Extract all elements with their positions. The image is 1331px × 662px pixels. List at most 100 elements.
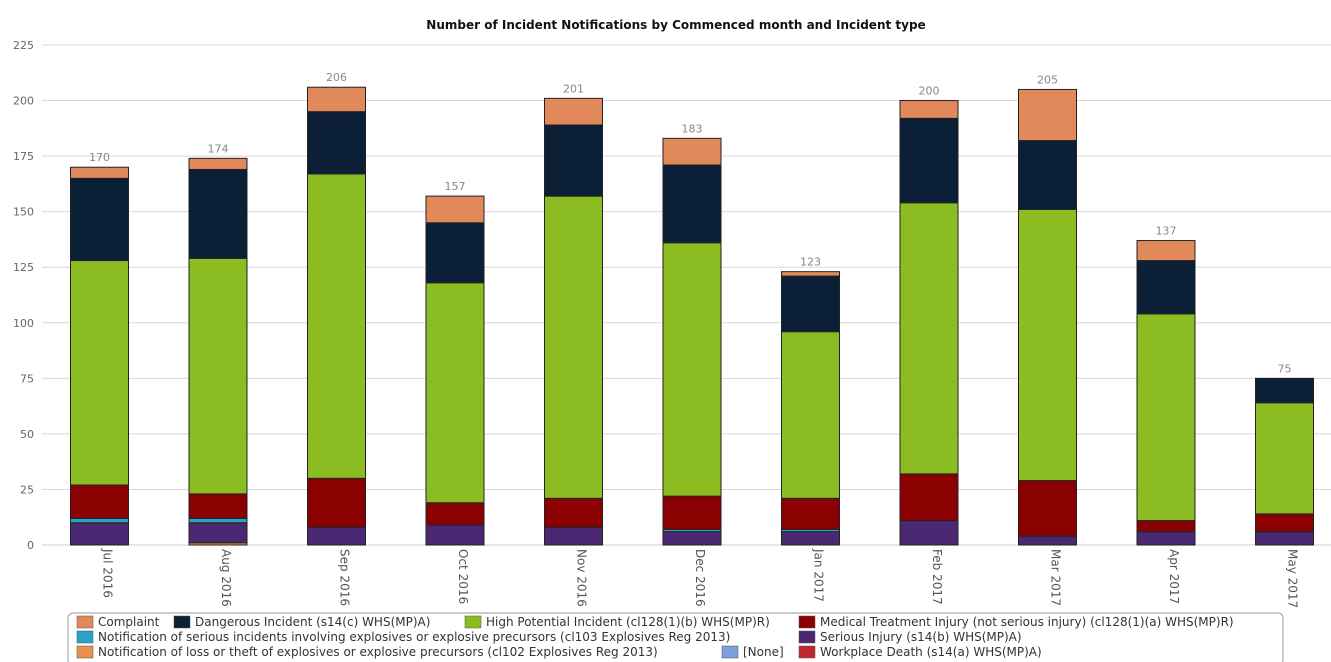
bar-segment <box>544 195 603 499</box>
legend-swatch <box>76 645 94 659</box>
x-tick-label: Feb 2017 <box>930 549 944 605</box>
y-tick-label: 100 <box>13 317 34 330</box>
bar-segment <box>307 477 366 528</box>
bar-total-label: 174 <box>208 142 229 155</box>
bar-segment <box>662 242 722 497</box>
legend-item-label: Notification of loss or theft of explosi… <box>98 645 658 659</box>
bar-segment <box>307 173 366 479</box>
y-tick-label: 150 <box>13 206 34 219</box>
x-tick-label: Dec 2016 <box>693 549 707 607</box>
x-tick-label: Aug 2016 <box>219 549 233 607</box>
legend-swatch <box>173 615 191 629</box>
bar-segment <box>781 497 840 530</box>
x-tick-label: Sep 2016 <box>338 549 352 606</box>
bar-segment <box>662 164 722 244</box>
bar-total-label: 157 <box>445 180 466 193</box>
y-tick-label: 25 <box>20 483 34 496</box>
legend-item-label: Medical Treatment Injury (not serious in… <box>820 615 1234 629</box>
bar-segment <box>662 531 722 546</box>
bar-segment <box>1136 531 1196 546</box>
legend-item-label: Notification of serious incidents involv… <box>98 630 730 644</box>
bar-total-label: 123 <box>800 256 821 269</box>
x-tick-label: Nov 2016 <box>575 549 589 607</box>
x-tick-label: May 2017 <box>1286 549 1300 608</box>
bar-segment <box>1255 377 1314 404</box>
bar-total-label: 183 <box>682 122 703 135</box>
legend-swatch <box>798 645 816 659</box>
legend-swatch <box>76 615 94 629</box>
bar-segment <box>899 100 959 119</box>
legend-item-label: Dangerous Incident (s14(c) WHS(MP)A) <box>195 615 430 629</box>
bar-segment <box>1018 88 1077 142</box>
bar-segment <box>1136 520 1196 533</box>
bar-segment <box>781 531 840 546</box>
x-tick-label: Jan 2017 <box>812 548 826 602</box>
legend-item-label: Complaint <box>98 615 160 629</box>
y-tick-label: 225 <box>13 39 34 52</box>
bar-segment <box>70 517 129 524</box>
bar-segment <box>781 275 840 333</box>
bar-total-label: 137 <box>1156 225 1177 238</box>
bar-segment <box>781 271 840 277</box>
bar-segment <box>781 331 840 499</box>
bar-segment <box>1018 480 1077 537</box>
bar-segment <box>70 166 129 179</box>
bar-segment <box>544 124 603 197</box>
bars-layer <box>70 86 1314 546</box>
labels-layer: 170 Jul 2016 174 Aug 2016 206 Sep 2016 157 Oct … <box>89 71 1300 608</box>
y-tick-label: 200 <box>13 95 34 108</box>
legend-swatch <box>798 630 816 644</box>
bar-segment <box>1136 240 1196 262</box>
bar-segment <box>188 257 248 495</box>
chart-title: Number of Incident Notifications by Comm… <box>426 18 925 32</box>
y-tick-label: 0 <box>27 539 34 552</box>
bar-total-label: 201 <box>563 82 584 95</box>
bar-segment <box>544 97 603 126</box>
legend-swatch <box>721 645 739 659</box>
legend-item-label: Workplace Death (s14(a) WHS(MP)A) <box>820 645 1042 659</box>
bar-segment <box>1136 313 1196 522</box>
bar-total-label: 200 <box>919 85 940 98</box>
y-tick-label: 175 <box>13 150 34 163</box>
bar-segment <box>70 522 129 546</box>
legend-swatch <box>798 615 816 629</box>
bar-segment <box>425 502 485 526</box>
bar-segment <box>1255 402 1314 515</box>
bar-segment <box>307 86 366 113</box>
bar-segment <box>425 524 485 546</box>
x-tick-label: Oct 2016 <box>456 549 470 604</box>
bar-segment <box>544 497 603 528</box>
bar-segment <box>188 522 248 544</box>
bar-segment <box>307 111 366 175</box>
legend-swatch <box>464 615 482 629</box>
bar-segment <box>899 473 959 522</box>
legend: Complaint Dangerous Incident (s14(c) WHS(… <box>67 612 1284 662</box>
bar-segment <box>1018 140 1077 210</box>
bar-total-label: 75 <box>1278 362 1292 375</box>
bar-segment <box>425 222 485 284</box>
bar-total-label: 206 <box>326 71 347 84</box>
bar-segment <box>425 282 485 504</box>
y-tick-label: 50 <box>20 428 34 441</box>
legend-item-label: [None] <box>743 645 784 659</box>
bar-segment <box>662 495 722 530</box>
legend-item-label: High Potential Incident (cl128(1)(b) WHS… <box>486 615 770 629</box>
legend-swatch <box>76 630 94 644</box>
x-tick-label: Mar 2017 <box>1049 549 1063 606</box>
bar-segment <box>899 117 959 204</box>
bar-segment <box>662 137 722 166</box>
bar-segment <box>1018 208 1077 482</box>
bar-segment <box>70 484 129 519</box>
x-tick-label: Jul 2016 <box>101 548 115 598</box>
bar-segment <box>307 526 366 546</box>
bar-segment <box>188 168 248 259</box>
bar-total-label: 170 <box>89 151 110 164</box>
bar-segment <box>188 157 248 170</box>
bar-segment <box>188 493 248 519</box>
bar-segment <box>1136 260 1196 315</box>
bar-segment <box>1018 535 1077 546</box>
legend-item-label: Serious Injury (s14(b) WHS(MP)A) <box>820 630 1022 644</box>
y-tick-label: 75 <box>20 372 34 385</box>
legend-box <box>67 612 1284 662</box>
